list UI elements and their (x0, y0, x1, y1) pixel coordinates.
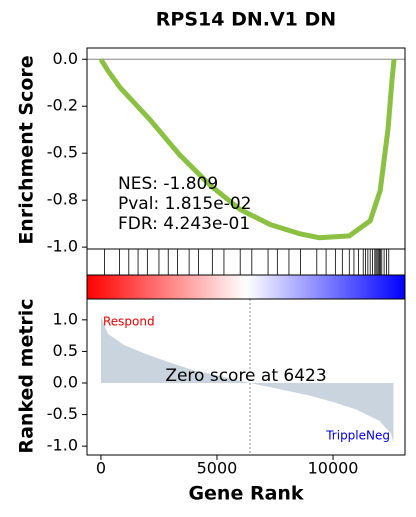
frame (86, 248, 406, 276)
stat-text: Pval: 1.815e-02 (118, 194, 251, 214)
y-tick-label: 0.0 (53, 373, 78, 392)
y-tick-label: -1.0 (47, 237, 78, 256)
es-line (98, 57, 397, 241)
y-tick-label: 1.0 (53, 309, 78, 328)
annotation: Respond (103, 315, 155, 329)
y-tick-label: -1.0 (47, 436, 78, 455)
y-tick-label: -0.8 (47, 190, 78, 209)
y-axis-label: Enrichment Score (16, 55, 38, 244)
y-tick-label: -0.5 (47, 404, 78, 423)
frame (86, 298, 406, 456)
metric-area (100, 316, 394, 443)
chart-title: RPS14 DN.V1 DN (156, 9, 336, 31)
x-tick-label: 10000 (308, 459, 359, 478)
x-tick-label: 0 (96, 459, 106, 478)
x-tick-label: 5000 (197, 459, 238, 478)
stat-text: NES: -1.809 (118, 174, 218, 194)
colorbar (87, 275, 405, 299)
x-axis-label: Gene Rank (188, 483, 303, 505)
y-tick-label: 0.0 (53, 49, 78, 68)
annotation: TrippleNeg (325, 429, 390, 443)
y-tick-label: -0.2 (47, 96, 78, 115)
stat-text: FDR: 4.243e-01 (118, 214, 250, 234)
y-tick-label: -0.5 (47, 143, 78, 162)
y-tick-label: 0.5 (53, 341, 78, 360)
y-axis-label: Ranked metric (16, 298, 38, 453)
annotation: Zero score at 6423 (165, 366, 326, 386)
